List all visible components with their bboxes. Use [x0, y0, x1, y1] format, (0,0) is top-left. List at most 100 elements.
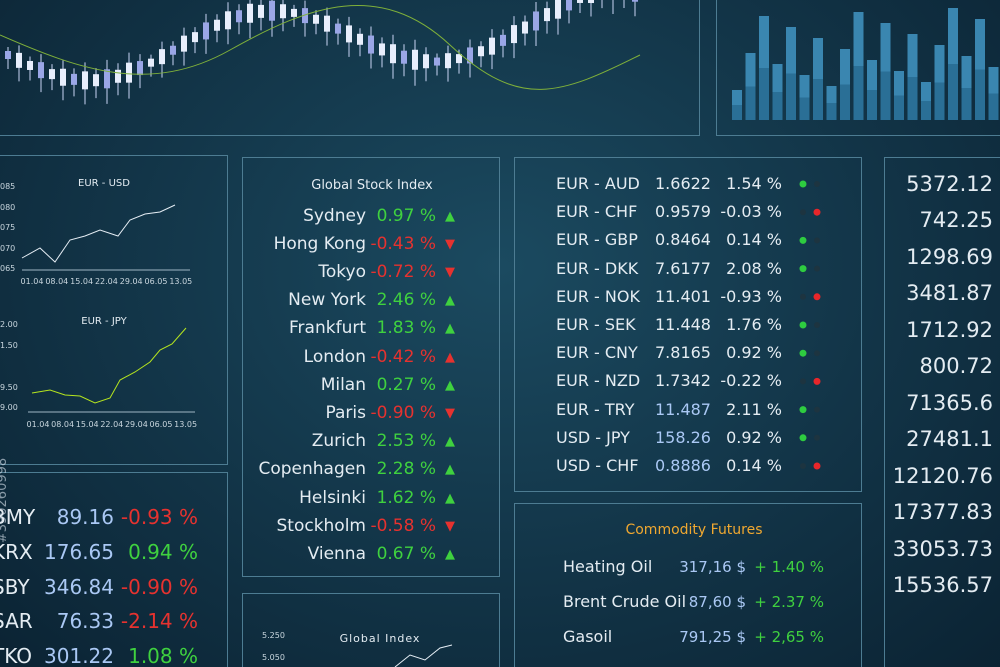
bar-panel [716, 0, 1000, 136]
decor-bar [934, 82, 945, 120]
decor-bar [880, 71, 891, 120]
eur-jpy-line [31, 327, 187, 404]
index-arrow: ▲ [445, 546, 455, 562]
decor-candle [225, 11, 231, 30]
ticker-price: 301.22 [44, 644, 114, 667]
index-name: Hong Kong [273, 233, 366, 254]
decor-candle [555, 0, 561, 19]
decor-candle [445, 53, 451, 69]
signal-dot [799, 434, 807, 442]
x-tick-label: 08.04 [51, 420, 75, 429]
decor-bar [745, 86, 756, 120]
ticker-change: 0.94 % [128, 539, 198, 564]
decor-bar [907, 77, 918, 120]
decor-candle [368, 35, 374, 54]
commodity-panel [514, 503, 862, 667]
watermark-id: #390260998 [0, 457, 11, 543]
eur-usd-line [21, 204, 176, 263]
signal-dot-off [814, 265, 820, 272]
decor-candle [500, 34, 506, 46]
index-values-panel [884, 157, 1000, 667]
currency-change: 0.92 % [726, 427, 782, 447]
decor-candle [412, 49, 418, 70]
index-change: 2.53 % [376, 431, 436, 452]
y-tick-label: 1.50 [0, 341, 18, 350]
index-change: -0.72 % [370, 261, 436, 282]
decor-candle [137, 61, 143, 76]
decor-bar [813, 79, 823, 120]
index-value: 12120.76 [892, 463, 993, 488]
signal-dot [813, 462, 821, 470]
index-change: -0.90 % [370, 402, 436, 423]
index-arrow: ▲ [445, 349, 455, 365]
decor-candle [27, 60, 33, 70]
index-name: Milan [320, 374, 366, 395]
currency-pair: USD - JPY [556, 427, 630, 447]
currency-rate: 1.7342 [655, 371, 711, 391]
index-name: Tokyo [318, 261, 366, 282]
decor-candle [82, 71, 88, 90]
signal-dot [799, 406, 807, 414]
currency-change: 0.14 % [726, 456, 782, 475]
decor-bar [826, 103, 837, 120]
currency-pair: USD - CHF [556, 456, 639, 475]
y-tick-label: 9.50 [0, 383, 18, 392]
ticker-price: 76.33 [56, 609, 114, 634]
ticker-price: 176.65 [44, 539, 114, 564]
signal-dot-off [800, 209, 806, 216]
decor-candle [390, 44, 396, 64]
currency-change: 2.08 % [726, 258, 782, 278]
commodity-change: + 2,65 % [754, 627, 824, 646]
candle-panel [0, 0, 700, 136]
x-tick-label: 06.05 [144, 277, 168, 286]
x-tick-label: 29.04 [119, 277, 143, 286]
currency-pair: EUR - CNY [556, 343, 638, 363]
signal-dot [813, 208, 821, 216]
x-tick-label: 22.04 [100, 420, 124, 429]
currency-rate: 0.9579 [655, 202, 711, 222]
index-change: 2.28 % [376, 459, 436, 480]
decor-candle [38, 62, 44, 79]
chart-title: EUR - USD [78, 178, 130, 189]
decor-candle [632, 0, 638, 2]
decor-candle [346, 25, 352, 43]
index-change: 1.83 % [376, 318, 436, 339]
ticker-panel [0, 472, 228, 667]
signal-dot-off [814, 237, 820, 244]
decor-candle [269, 0, 275, 21]
decor-bar [853, 66, 864, 120]
index-arrow: ▼ [445, 405, 455, 421]
index-name: Copenhagen [258, 459, 366, 480]
decor-candle [522, 21, 528, 34]
currency-pair: EUR - CHF [556, 202, 638, 222]
index-arrow: ▼ [445, 264, 455, 280]
decor-candle [247, 3, 253, 23]
signal-dot-off [814, 350, 820, 357]
decor-candle [148, 58, 154, 67]
index-value: 742.25 [919, 208, 993, 232]
decor-candle [456, 54, 462, 64]
index-value: 33053.73 [892, 536, 993, 561]
currency-change: -0.22 % [720, 371, 782, 391]
x-tick-label: 15.04 [70, 277, 94, 286]
global-index-line [394, 644, 453, 667]
decor-candle [258, 4, 264, 18]
signal-dot-off [814, 322, 820, 328]
commodity-name: Brent Crude Oil [563, 592, 687, 611]
currency-pair: EUR - GBP [556, 230, 638, 250]
commodity-change: + 1.40 % [754, 557, 824, 576]
x-tick-label: 22.04 [94, 277, 118, 286]
index-arrow: ▼ [445, 236, 455, 252]
index-change: -0.43 % [370, 233, 436, 254]
index-arrow: ▲ [445, 462, 455, 478]
decor-bar [799, 97, 810, 120]
currency-pair: EUR - NZD [556, 371, 641, 391]
ticker-change: 1.08 % [128, 644, 198, 667]
currency-rate: 1.6622 [655, 174, 711, 193]
index-value: 27481.1 [906, 427, 993, 451]
index-name: Sydney [303, 205, 366, 226]
decor-candle [533, 11, 539, 31]
index-arrow: ▼ [445, 518, 455, 534]
decor-bar [759, 68, 769, 120]
